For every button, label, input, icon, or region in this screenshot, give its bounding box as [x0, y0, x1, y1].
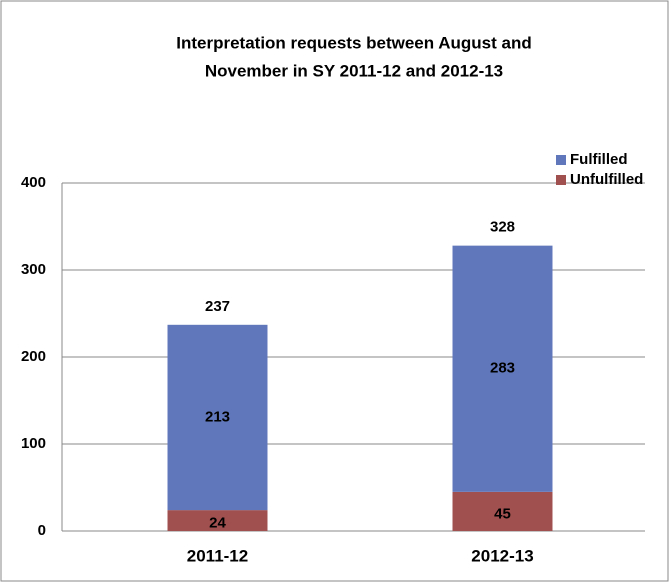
bar-segment — [452, 491, 553, 531]
y-tick-label: 100 — [21, 435, 46, 452]
total-label: 328 — [490, 219, 515, 236]
chart-title: November in SY 2011-12 and 2012-13 — [205, 61, 503, 80]
x-tick-label: 2011-12 — [187, 546, 248, 565]
x-tick-label: 2012-13 — [471, 546, 533, 565]
y-tick-label: 200 — [21, 348, 46, 365]
bar-segment — [452, 245, 553, 492]
legend-swatch — [556, 155, 566, 165]
bar-segment — [167, 324, 268, 511]
data-label: 213 — [205, 408, 230, 425]
y-tick-label: 300 — [21, 261, 46, 278]
legend-label: Fulfilled — [570, 151, 628, 168]
chart-title: Interpretation requests between August a… — [176, 33, 531, 52]
data-label: 45 — [494, 505, 511, 522]
data-label: 24 — [209, 515, 226, 532]
legend-label: Unfulfilled — [570, 171, 643, 188]
legend-swatch — [556, 175, 566, 185]
y-tick-label: 400 — [21, 174, 46, 191]
y-tick-label: 0 — [38, 522, 46, 539]
data-label: 283 — [490, 360, 515, 377]
bar-segment — [167, 510, 268, 531]
total-label: 237 — [205, 298, 230, 315]
